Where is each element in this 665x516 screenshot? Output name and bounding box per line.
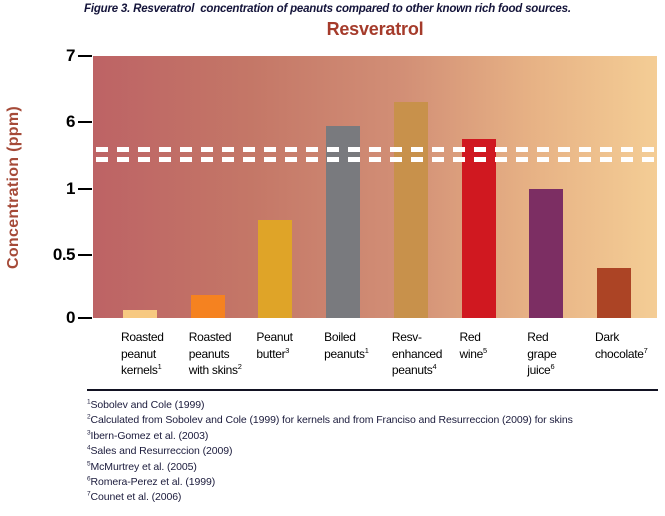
bar [461,138,496,318]
bar [393,102,428,318]
y-tick-mark [78,55,92,57]
figure-caption: Figure 3. Resveratrol concentration of p… [84,3,571,15]
footnote: 2Calculated from Sobolev and Cole (1999)… [87,413,573,427]
x-category-label: Red wine5 [459,330,488,361]
chart-title: Resveratrol [326,19,424,39]
axis-break-dashed-line [96,147,655,152]
y-tick-label: 6 [66,112,75,132]
footnote: 5McMurtrey et al. (2005) [87,460,197,473]
x-category-label: Boiled peanuts1 [324,330,369,361]
bar [326,125,361,318]
footnote-separator-line [87,389,658,391]
x-category-label: Dark chocolate7 [594,330,648,361]
x-category-label: Red grape juice6 [527,330,557,377]
y-axis-label: Concentration (ppm) [5,105,22,269]
bar [123,310,157,318]
footnote: 4Sales and Resurreccion (2009) [87,444,233,458]
plot-area: 0 0.5 1 6 7 [53,46,657,327]
footnotes: 1Sobolev and Cole (1999) 2Calculated from… [87,398,657,506]
footnote: 3Ibern-Gomez et al. (2003) [87,429,209,442]
x-category-label: Roasted peanut kernels1 [121,330,164,377]
y-tick-label: 7 [66,46,75,65]
y-tick-label: 0 [66,308,75,327]
x-category-label: Peanut butter3 [256,330,293,361]
y-tick-mark [78,187,92,190]
axis-break-dashed-line [96,157,655,162]
y-tick-label: 1 [66,178,75,198]
footnote: 6Romera-Perez et al. (1999) [87,475,216,489]
y-tick-mark [78,317,92,319]
footnote: 1Sobolev and Cole (1999) [87,398,205,411]
bar [529,188,564,318]
bar [190,295,225,318]
x-category-label: Resv-enhanced peanuts4 [391,330,443,377]
bar [596,267,631,318]
y-tick-mark [78,121,92,124]
y-tick-mark [78,253,92,256]
x-category-label: Roasted peanuts with skins2 [188,330,242,377]
footnote: 7Counet et al. (2006) [87,490,182,504]
bar [258,220,293,318]
y-tick-label: 0.5 [52,244,76,264]
